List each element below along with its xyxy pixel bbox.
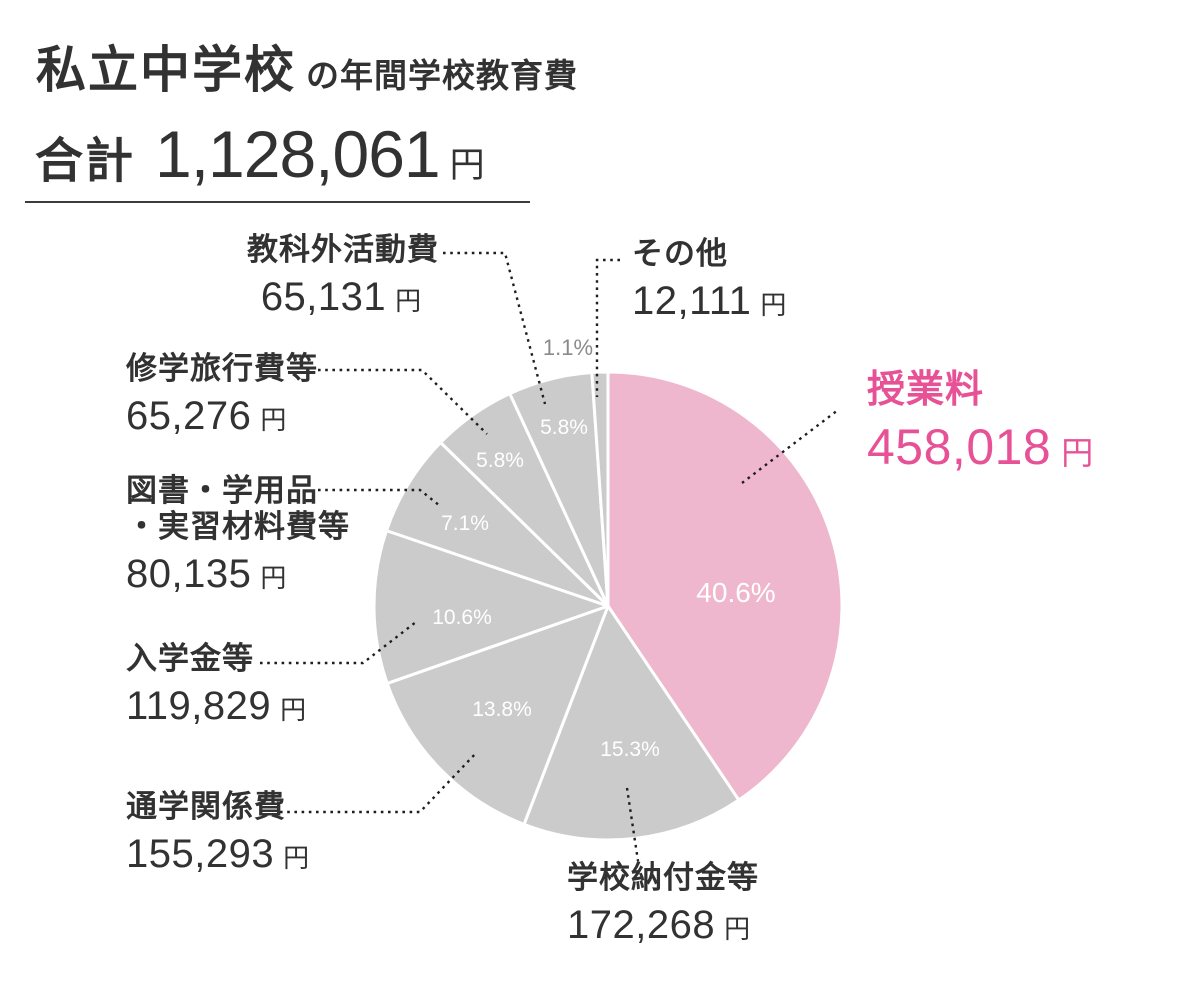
total-underline xyxy=(25,201,530,203)
yen-unit: 円 xyxy=(283,842,310,873)
callout-shugakuryoko-label: 修学旅行費等 xyxy=(126,351,318,386)
callout-nofukin: 学校納付金等 172,268 円 xyxy=(567,860,759,947)
total-amount: 1,128,061 xyxy=(155,117,441,191)
yen-unit: 円 xyxy=(395,285,422,316)
yen-unit: 円 xyxy=(280,694,307,725)
callout-shugakuryoko-amount: 65,276 円 xyxy=(126,393,287,438)
callout-nyugakukin-label: 入学金等 xyxy=(126,641,254,676)
callout-sonota: その他 12,111 円 xyxy=(632,236,786,323)
callout-sonota-label: その他 xyxy=(632,236,728,271)
callout-nyugakukin: 入学金等 119,829 円 xyxy=(126,641,306,728)
callout-tsugaku-label: 通学関係費 xyxy=(126,789,286,824)
pct-label-sonota-outside: 1.1% xyxy=(543,335,593,360)
title-suffix: の年間学校教育費 xyxy=(306,57,578,94)
callout-shugakuryoko: 修学旅行費等 65,276 円 xyxy=(126,351,318,438)
yen-unit: 円 xyxy=(760,289,787,320)
pct-label-jugyoryo: 40.6% xyxy=(696,577,775,608)
pct-label-tosho: 7.1% xyxy=(441,512,489,535)
yen-unit: 円 xyxy=(724,913,751,944)
leader-line-kyokagai xyxy=(443,251,547,405)
callout-jugyoryo: 授業料 458,018 円 xyxy=(867,368,1093,475)
callout-tsugaku: 通学関係費 155,293 円 xyxy=(126,789,309,876)
yen-unit: 円 xyxy=(260,562,287,593)
pie-slice-2 xyxy=(385,604,610,826)
callout-kyokagai: 教科外活動費 65,131 円 xyxy=(247,232,439,319)
pct-label-nofukin: 15.3% xyxy=(600,738,660,761)
callout-tsugaku-amount: 155,293 円 xyxy=(126,831,310,876)
callout-sonota-amount: 12,111 円 xyxy=(632,278,787,323)
leader-line-sonota xyxy=(595,258,620,397)
callout-tosho-label-line2: ・実習材料費等 xyxy=(126,508,350,544)
callout-tosho-amount: 80,135 円 xyxy=(126,551,287,596)
yen-unit: 円 xyxy=(260,404,287,435)
pct-label-kyokagai: 5.8% xyxy=(540,416,588,439)
callout-nyugakukin-amount: 119,829 円 xyxy=(126,683,307,728)
pct-label-shugakuryoko: 5.8% xyxy=(476,449,524,472)
callout-tosho-label-line1: 図書・学用品 xyxy=(126,473,318,508)
callout-nofukin-label: 学校納付金等 xyxy=(567,860,759,895)
leader-line-tosho xyxy=(318,488,441,507)
total-unit: 円 xyxy=(449,146,485,185)
pie-slices-group xyxy=(372,370,844,842)
callout-tosho: 図書・学用品 ・実習材料費等 80,135 円 xyxy=(126,473,350,596)
total-prefix-label: 合計 xyxy=(35,135,136,188)
leader-line-nyugakukin xyxy=(260,621,417,665)
yen-unit: 円 xyxy=(1061,435,1094,472)
callout-jugyoryo-label: 授業料 xyxy=(867,369,985,411)
page-title: 私立中学校 の年間学校教育費 xyxy=(36,30,578,102)
pct-label-nyugakukin: 10.6% xyxy=(432,606,492,629)
callout-nofukin-amount: 172,268 円 xyxy=(567,902,751,947)
leader-line-nofukin xyxy=(625,787,640,862)
callout-kyokagai-label: 教科外活動費 xyxy=(247,232,439,267)
pie-slice-4 xyxy=(384,441,610,608)
pie-slice-3 xyxy=(372,529,610,685)
pct-label-tsugaku: 13.8% xyxy=(472,698,532,721)
leader-line-tsugaku xyxy=(280,751,478,814)
callout-kyokagai-amount: 65,131 円 xyxy=(260,274,422,319)
total-line: 合計 1,128,061 円 xyxy=(35,116,485,192)
pie-slice-0 xyxy=(606,370,844,802)
callout-jugyoryo-amount: 458,018 円 xyxy=(867,419,1094,476)
pie-slice-7 xyxy=(590,370,610,608)
title-main: 私立中学校 xyxy=(36,42,296,98)
